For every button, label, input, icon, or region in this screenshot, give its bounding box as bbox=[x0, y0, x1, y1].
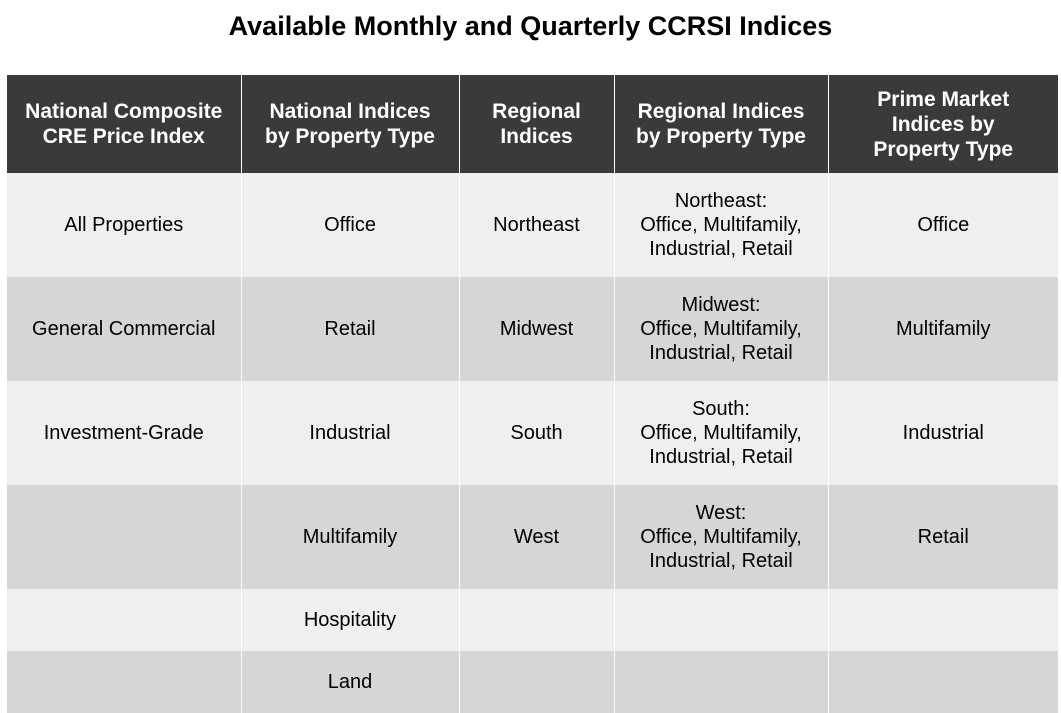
region-name: Northeast: bbox=[674, 190, 768, 212]
cell-composite bbox=[7, 589, 241, 651]
cell-regional: West bbox=[458, 485, 614, 589]
header-national-composite: National Composite CRE Price Index bbox=[7, 75, 241, 173]
region-types: Office, Multifamily, bbox=[640, 526, 802, 548]
cell-prime: Industrial bbox=[827, 381, 1058, 485]
cell-regional bbox=[458, 589, 614, 651]
cell-composite: All Properties bbox=[7, 173, 241, 277]
table-row: General Commercial Retail Midwest Midwes… bbox=[7, 277, 1058, 381]
region-types: Office, Multifamily, bbox=[640, 422, 802, 444]
cell-regional-by-type: West: Office, Multifamily, Industrial, R… bbox=[613, 485, 828, 589]
cell-prime: Retail bbox=[827, 485, 1058, 589]
region-name: West: bbox=[695, 502, 747, 524]
cell-national: Multifamily bbox=[240, 485, 459, 589]
table-row: Investment-Grade Industrial South South:… bbox=[7, 381, 1058, 485]
cell-prime bbox=[827, 589, 1058, 651]
cell-regional: Midwest bbox=[458, 277, 614, 381]
cell-prime: Office bbox=[827, 173, 1058, 277]
cell-composite bbox=[7, 485, 241, 589]
header-line: by Property Type bbox=[636, 125, 806, 148]
region-types: Industrial, Retail bbox=[649, 550, 793, 572]
cell-regional: Northeast bbox=[458, 173, 614, 277]
header-line: National Indices bbox=[269, 100, 431, 123]
header-line: Indices by bbox=[891, 112, 995, 136]
header-line: CRE Price Index bbox=[42, 125, 205, 148]
cell-composite: General Commercial bbox=[7, 277, 241, 381]
region-types: Industrial, Retail bbox=[649, 446, 793, 468]
cell-national: Retail bbox=[240, 277, 459, 381]
header-line: Property Type bbox=[873, 137, 1014, 161]
cell-regional-by-type: South: Office, Multifamily, Industrial, … bbox=[613, 381, 828, 485]
header-line: Indices bbox=[500, 125, 573, 148]
header-national-by-type: National Indices by Property Type bbox=[240, 75, 459, 173]
header-regional: Regional Indices bbox=[458, 75, 614, 173]
cell-regional bbox=[458, 651, 614, 713]
cell-regional-by-type bbox=[613, 589, 828, 651]
region-types: Industrial, Retail bbox=[649, 238, 793, 260]
header-prime-market: Prime Market Indices by Property Type bbox=[827, 75, 1058, 173]
table-row: All Properties Office Northeast Northeas… bbox=[7, 173, 1058, 277]
header-row: National Composite CRE Price Index Natio… bbox=[7, 75, 1058, 173]
cell-regional-by-type: Northeast: Office, Multifamily, Industri… bbox=[613, 173, 828, 277]
cell-prime: Multifamily bbox=[827, 277, 1058, 381]
cell-composite bbox=[7, 651, 241, 713]
cell-regional-by-type: Midwest: Office, Multifamily, Industrial… bbox=[613, 277, 828, 381]
header-line: Regional Indices bbox=[637, 100, 805, 123]
cell-prime bbox=[827, 651, 1058, 713]
page-title: Available Monthly and Quarterly CCRSI In… bbox=[228, 11, 833, 41]
cell-national: Land bbox=[240, 651, 459, 713]
indices-table: National Composite CRE Price Index Natio… bbox=[7, 75, 1058, 713]
header-line: Prime Market bbox=[877, 87, 1010, 111]
region-name: Midwest: bbox=[681, 294, 761, 316]
table-row: Multifamily West West: Office, Multifami… bbox=[7, 485, 1058, 589]
region-name: South: bbox=[692, 398, 750, 420]
cell-national: Industrial bbox=[240, 381, 459, 485]
header-line: Regional bbox=[492, 100, 581, 123]
table-row: Hospitality bbox=[7, 589, 1058, 651]
region-types: Office, Multifamily, bbox=[640, 214, 802, 236]
region-types: Industrial, Retail bbox=[649, 342, 793, 364]
header-regional-by-type: Regional Indices by Property Type bbox=[613, 75, 828, 173]
cell-regional-by-type bbox=[613, 651, 828, 713]
region-types: Office, Multifamily, bbox=[640, 318, 802, 340]
cell-national: Office bbox=[240, 173, 459, 277]
cell-regional: South bbox=[458, 381, 614, 485]
cell-national: Hospitality bbox=[240, 589, 459, 651]
cell-composite: Investment-Grade bbox=[7, 381, 241, 485]
table-row: Land bbox=[7, 651, 1058, 713]
header-line: by Property Type bbox=[265, 125, 435, 148]
header-line: National Composite bbox=[25, 100, 223, 123]
